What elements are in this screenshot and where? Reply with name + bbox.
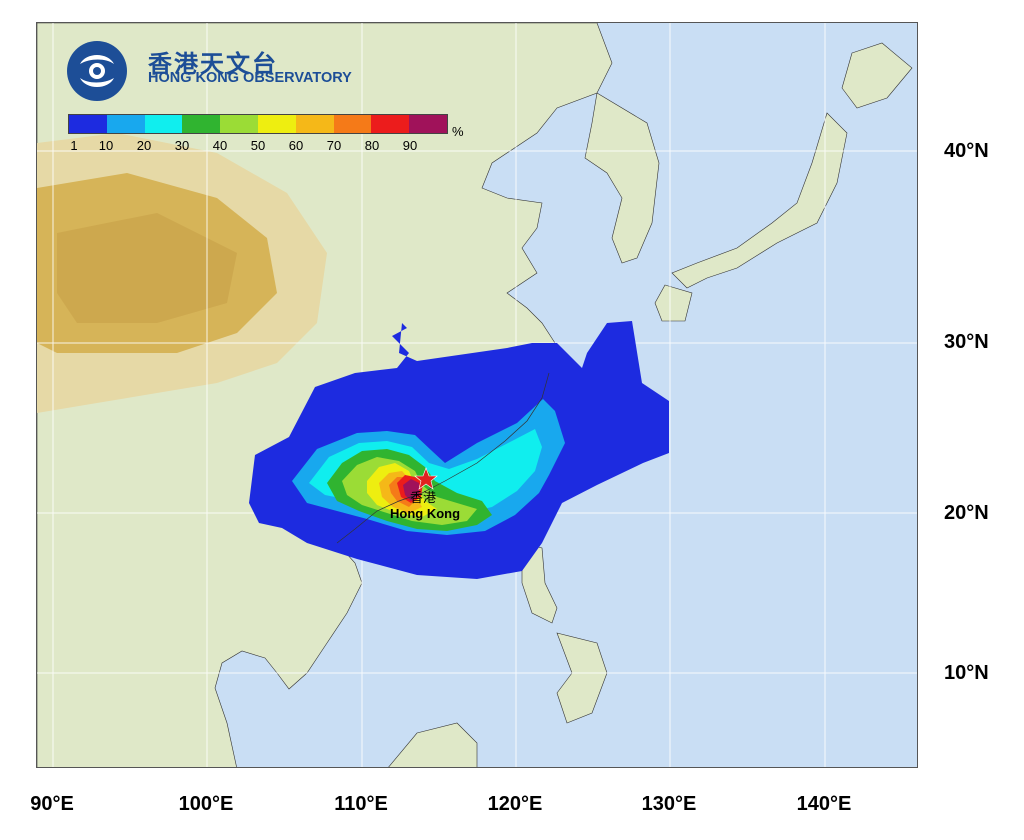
- land-visayas-mindanao: [556, 632, 608, 724]
- land-korea: [584, 92, 660, 264]
- strike-probability-map: [37, 23, 917, 767]
- legend-swatch: [220, 115, 258, 133]
- probability-legend: 1 10 20 30 40 50 60 70 80 90 %: [68, 114, 468, 158]
- hong-kong-star-icon: [414, 467, 438, 490]
- land-japan-kyushu: [654, 284, 693, 322]
- legend-swatch: [182, 115, 221, 133]
- map-frame: [36, 22, 918, 768]
- org-name-chinese: 香港天文台: [148, 51, 278, 78]
- lon-label-130e: 130°E: [641, 793, 697, 815]
- legend-unit: %: [452, 124, 464, 139]
- legend-swatch: [144, 115, 183, 133]
- legend-swatch: [371, 115, 410, 133]
- legend-tick-label: 70: [326, 138, 342, 153]
- legend-swatch: [409, 115, 447, 133]
- land-borneo: [388, 722, 478, 767]
- place-label-chinese: 香港: [410, 490, 437, 505]
- observatory-emblem-icon: [67, 41, 127, 101]
- legend-swatch: [333, 115, 372, 133]
- legend-swatch: [69, 115, 107, 133]
- lat-label-10n: 10°N: [944, 662, 989, 684]
- legend-swatch: [295, 115, 334, 133]
- legend-tick-label: 20: [136, 138, 152, 153]
- legend-tick-label: 80: [364, 138, 380, 153]
- lat-label-30n: 30°N: [944, 331, 989, 353]
- lon-label-140e: 140°E: [796, 793, 852, 815]
- lon-label-110e: 110°E: [334, 793, 388, 815]
- legend-swatch: [106, 115, 145, 133]
- org-name-english: HONG KONG OBSERVATORY: [148, 70, 352, 86]
- land-luzon: [521, 542, 558, 624]
- legend-tick-label: 40: [212, 138, 228, 153]
- place-label-english: Hong Kong: [390, 506, 461, 521]
- legend-tick-label: 60: [288, 138, 304, 153]
- lon-label-120e: 120°E: [487, 793, 543, 815]
- legend-color-bar: [68, 114, 448, 134]
- legend-tick-label: 30: [174, 138, 190, 153]
- land-japan-hokkaido: [841, 42, 913, 109]
- coast-south-china: [336, 372, 550, 544]
- land-japan-honshu: [671, 112, 848, 289]
- lon-label-90e: 90°E: [30, 793, 74, 815]
- observatory-logo: 香港天文台 HONG KONG OBSERVATORY: [66, 40, 396, 104]
- lat-label-40n: 40°N: [944, 140, 989, 162]
- legend-tick-label: 90: [402, 138, 418, 153]
- lat-label-20n: 20°N: [944, 502, 989, 524]
- legend-swatch: [257, 115, 296, 133]
- plateau-peak: [57, 213, 237, 323]
- legend-tick-label: 10: [98, 138, 114, 153]
- legend-tick-label: 1: [70, 138, 78, 153]
- lon-label-100e: 100°E: [178, 793, 234, 815]
- legend-tick-label: 50: [250, 138, 266, 153]
